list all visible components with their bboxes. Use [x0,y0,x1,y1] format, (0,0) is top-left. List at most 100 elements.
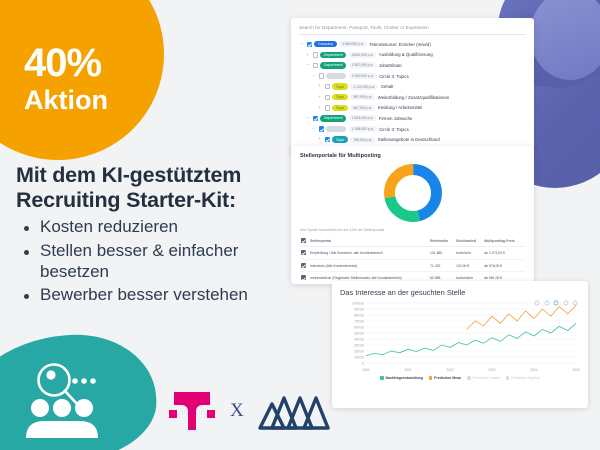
tree-row-label: Circle 3: Topics [379,126,409,132]
multiposting-note: Ihre Toprate beschränkt sich auf 4,6% de… [300,228,385,232]
brand-logo-row: X [168,388,330,434]
tree-row-checkbox[interactable] [324,105,330,111]
legend-item[interactable]: Prediction Mean [428,376,462,380]
candidate-search-icon [26,363,98,438]
portal-table-header: Stellenportal Reichweite Sichtbarkeit Multi… [300,235,525,248]
legend-swatch [467,376,471,380]
tree-row-badge: Topic [332,136,348,143]
y-axis-tick: 0 [362,362,364,366]
series-line [466,305,577,330]
table-row[interactable]: Empfehlung / Alle Branchen, alle Kundenb… [300,246,525,260]
chevron-toggle-icon[interactable]: − [306,115,309,121]
chevron-toggle-icon[interactable]: + [318,136,321,142]
row-checkbox[interactable] [301,275,306,281]
y-axis-tick: 600,00 [354,326,364,330]
search-divider [299,34,526,35]
card-multiposting: Stellenportale für Multiposting Ihre Top… [291,146,534,284]
tree-row-count: 1.498.000 p.a. [348,126,377,133]
table-header-cell[interactable]: Multiposting-Preis [483,235,525,248]
row-checkbox[interactable] [301,249,306,255]
telekom-t-icon [169,392,215,430]
tree-row[interactable]: − Department 1.987.000 p.a. Jobattribute [299,60,526,71]
tree-row-label: Kleidung / Arbeitsmittel [377,105,423,111]
table-header-cell[interactable]: Stellenportal [309,235,429,248]
donut-segment [383,164,442,222]
chart-legend[interactable]: Nachfrageentwicklung Prediction Mean Predi… [340,376,580,380]
tree-row[interactable]: − 1.498.000 p.a. Circle 3: Topics [299,124,526,135]
table-cell-price: ab 576,00 € [483,259,525,273]
tree-row-badge: Topic [332,83,348,90]
tree-row[interactable]: + Topic 667.000 p.a. Kleidung / Arbeitsmitt… [299,103,526,114]
y-axis-tick: 800,00 [354,314,364,318]
tree-row-count: 3.640.000 p.a. [348,51,377,58]
tree-row-checkbox[interactable] [318,73,324,79]
table-cell [300,271,309,284]
row-checkbox[interactable] [301,262,306,268]
benefit-item: Stellen besser & einfacher besetzen [16,241,298,283]
chevron-toggle-icon[interactable]: − [300,41,303,46]
tree-row-badge: Department [320,115,347,122]
chevron-toggle-icon[interactable]: − [306,62,309,68]
legend-label: Prediction Lowest [472,376,500,380]
legend-label: Nachfrageentwicklung [385,376,423,380]
portal-table-body: Empfehlung / Alle Branchen, alle Kundenb… [300,246,525,284]
line-chart-svg: 1.000,00 900,00 800,00 700,00 600,00 500,00 40… [352,302,580,372]
multiposting-title: Stellenportale für Multiposting [300,153,381,159]
chevron-toggle-icon[interactable]: + [318,104,321,110]
legend-label: Prediction Mean [434,376,462,380]
table-header-cell[interactable]: Sichtbarkeit [455,235,484,248]
tree-row-checkbox[interactable] [312,115,318,122]
chevron-toggle-icon[interactable]: − [312,72,315,78]
tree-row[interactable]: + Topic 987.000 p.a. Weiterbildung / Zusatz… [299,92,526,103]
table-row[interactable]: Interessin (Alle Kundenbereich) 71.332 100… [300,259,525,273]
table-header-cell[interactable]: Reichweite [429,235,456,248]
donut-segment [383,164,442,222]
tree-row[interactable]: + Topic 1.129.000 p.a. Gehalt [299,81,526,92]
tree-row-checkbox[interactable] [306,41,312,47]
chevron-toggle-icon[interactable]: + [318,93,321,99]
tree-row[interactable]: − Department 1.544.000 p.a. Firmen Jobsuche [299,113,526,124]
benefit-list: Kosten reduzieren Stellen besser & einfac… [16,217,298,307]
tree-row[interactable]: − 1.940.000 p.a. Circle 3: Topics [299,71,526,82]
tree-row[interactable]: + Topic 768.000 p.a. Stellenangebote in Deu… [299,134,526,145]
table-cell-reach: 131.680 [429,246,456,260]
y-axis-tick: 300,00 [354,344,364,348]
legend-item[interactable]: Prediction Highest [506,376,540,380]
tree-row-label: Stellenangebote in Deutschland [377,137,440,143]
search-input[interactable]: Search for Department, Passport, Tools, … [299,25,429,30]
chart-plot: 1.000,00 900,00 800,00 700,00 600,00 500,00 40… [340,301,580,375]
tree-row-checkbox[interactable] [318,126,324,132]
tree-row-checkbox[interactable] [324,83,330,90]
benefit-item: Kosten reduzieren [16,217,298,238]
card-department-tree: Search for Department, Passport, Tools, … [291,18,534,155]
tree-row-badge: Department [320,51,347,59]
tree-row-count: 3.980.000 p.a. [339,41,367,48]
portal-table: Stellenportal Reichweite Sichtbarkeit Multi… [300,235,525,284]
y-axis-tick: 1.000,00 [352,302,365,306]
select-all-checkbox[interactable] [301,237,306,243]
tree-row-label: Firmen Jobsuche [378,115,413,121]
tree-row-checkbox[interactable] [312,62,318,69]
chevron-toggle-icon[interactable]: + [318,83,321,89]
tree-row[interactable]: + Department 3.640.000 p.a. Ausbildung & Qu… [299,50,526,61]
tree-row-checkbox[interactable] [324,136,330,143]
discount-word: Aktion [24,85,108,116]
x-separator: X [230,400,244,421]
y-axis-tick: 500,00 [354,332,364,336]
tree-row[interactable]: − Company 3.980.000 p.a. Telemissionar: Erz… [299,39,526,50]
tree-row-checkbox[interactable] [312,52,318,58]
y-axis-tick: 400,00 [354,338,364,342]
headline-line-2: Recruiting Starter-Kit: [16,188,236,213]
chevron-toggle-icon[interactable]: − [312,125,315,131]
chevron-toggle-icon[interactable]: + [306,51,309,57]
tree-row-count: 1.987.000 p.a. [348,62,377,69]
legend-item[interactable]: Prediction Lowest [467,376,500,380]
tree-row-label: Jobattribute [378,62,402,68]
tree-row-checkbox[interactable] [324,94,330,100]
tree-row-count: 667.000 p.a. [350,104,376,111]
discount-badge: 40% Aktion [0,0,164,160]
benefit-item: Bewerber besser verstehen [16,285,298,306]
legend-item[interactable]: Nachfrageentwicklung [380,376,423,380]
table-cell-name: Interessin (Alle Kundenbereich) [309,259,429,273]
x-axis-tick: 2021 [404,368,411,372]
